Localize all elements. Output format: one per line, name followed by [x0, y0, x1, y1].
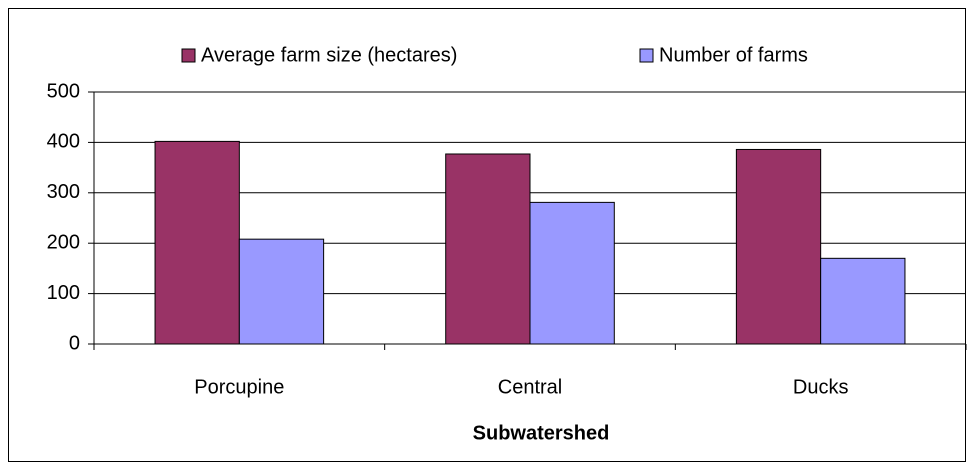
y-tick-label: 400 — [47, 131, 80, 153]
x-tick-label: Ducks — [793, 376, 849, 398]
bar — [445, 153, 531, 345]
y-tick-label: 0 — [69, 332, 80, 354]
x-axis-label: Subwatershed — [473, 422, 610, 444]
legend-label: Number of farms — [659, 44, 808, 66]
bar — [529, 201, 615, 345]
y-tick-label: 100 — [47, 282, 80, 304]
y-tick-label: 500 — [47, 80, 80, 102]
bar — [820, 257, 906, 345]
x-tick-label: Central — [498, 376, 562, 398]
y-tick-label: 200 — [47, 231, 80, 253]
legend-swatch — [181, 48, 196, 63]
bar — [154, 140, 240, 345]
legend-swatch — [639, 48, 654, 63]
bar — [735, 148, 822, 345]
x-tick-label: Porcupine — [194, 376, 284, 398]
bar — [238, 238, 325, 345]
legend-label: Average farm size (hectares) — [201, 44, 457, 66]
y-tick-label: 300 — [47, 181, 80, 203]
